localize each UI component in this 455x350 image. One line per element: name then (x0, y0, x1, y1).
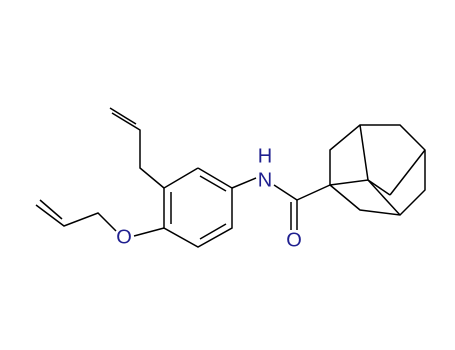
allyl-chain (111, 112, 165, 189)
double-bond (199, 175, 227, 192)
double-bond (39, 199, 63, 220)
cage (389, 149, 426, 196)
bond (273, 184, 298, 201)
atom-label: N (258, 169, 272, 191)
bond (296, 184, 331, 201)
benzene-ring (163, 167, 233, 248)
cage (359, 124, 369, 181)
cage (329, 179, 401, 216)
allyloxy-chain (35, 204, 117, 232)
cage (329, 124, 426, 216)
atom-label: O (286, 229, 302, 251)
bond (133, 227, 165, 237)
atom-label: H (258, 145, 272, 167)
cage (367, 179, 391, 196)
double-bond (109, 107, 137, 125)
bond (231, 177, 257, 189)
double-bond (199, 223, 227, 240)
atom-label: O (116, 226, 132, 248)
bonds (35, 107, 426, 248)
